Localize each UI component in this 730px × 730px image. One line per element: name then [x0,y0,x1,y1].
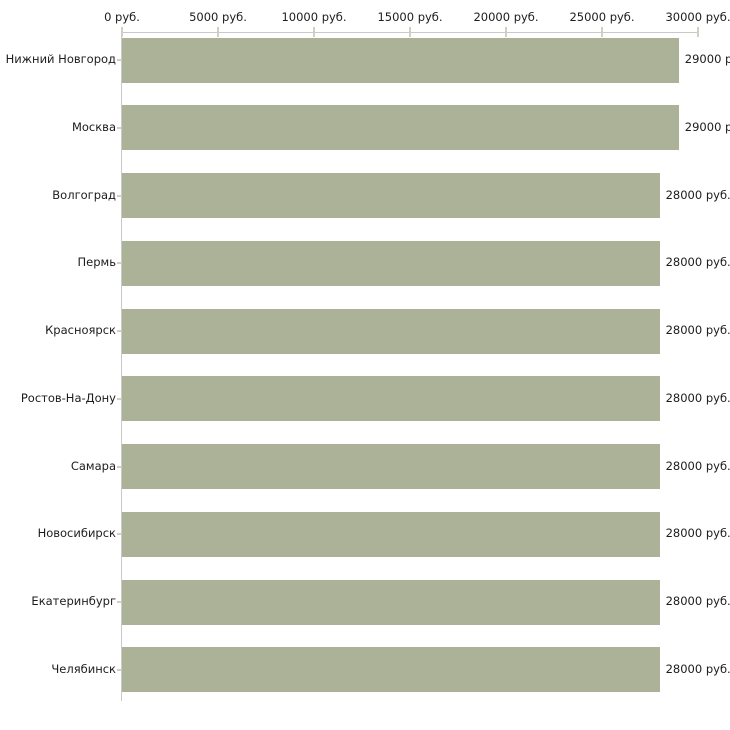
category-label: Екатеринбург [31,594,116,608]
value-label: 29000 р [684,52,730,66]
category-tick-mark [117,59,121,61]
x-tick-label: 30000 руб. [665,10,730,24]
bar [122,647,660,693]
bar [122,105,679,151]
x-tick-mark [217,27,219,37]
x-tick-mark [505,27,507,37]
x-tick-label: 10000 руб. [281,10,347,24]
category-tick-mark [117,533,121,536]
category-tick-mark [117,668,121,671]
bar [122,308,660,354]
bar [122,579,660,625]
x-tick-label: 5000 руб. [189,10,247,24]
value-label: 28000 руб. [665,390,730,405]
value-label: 28000 руб. [665,255,730,270]
y-axis-line [121,32,122,701]
x-tick-label: 20000 руб. [473,10,539,24]
category-label: Ростов-На-Дону [20,390,116,405]
x-tick-mark [697,27,699,37]
value-label: 28000 руб. [665,594,730,608]
x-tick-label: 15000 руб. [377,10,443,24]
category-tick-mark [117,126,121,129]
category-tick-mark [117,194,121,197]
category-tick-mark [117,465,121,468]
value-label: 28000 руб. [665,661,730,676]
category-label: Челябинск [51,661,116,676]
value-label: 28000 руб. [665,187,730,202]
category-label: Москва [71,119,116,134]
x-tick-mark [409,27,411,37]
category-label: Нижний Новгород [5,52,116,66]
bar [122,173,660,218]
category-tick-mark [117,397,121,400]
value-label: 28000 руб. [665,323,730,337]
value-label: 29000 р [684,119,730,134]
x-tick-label: 25000 руб. [569,10,635,24]
x-tick-mark [121,27,123,37]
category-label: Самара [70,458,116,473]
x-tick-mark [313,27,315,37]
x-tick-label: 0 руб. [104,10,140,24]
bar [122,444,660,489]
category-label: Новосибирск [37,526,116,541]
value-label: 28000 руб. [665,458,730,473]
bar [122,37,679,83]
category-label: Волгоград [52,187,116,202]
bar [122,240,660,286]
category-tick-mark [117,330,121,332]
bar [122,376,660,422]
x-tick-mark [601,27,603,37]
category-tick-mark [117,601,121,603]
bar [122,511,660,557]
value-label: 28000 руб. [665,526,730,541]
category-tick-mark [117,262,121,265]
category-label: Красноярск [45,323,116,337]
category-label: Пермь [77,255,116,270]
